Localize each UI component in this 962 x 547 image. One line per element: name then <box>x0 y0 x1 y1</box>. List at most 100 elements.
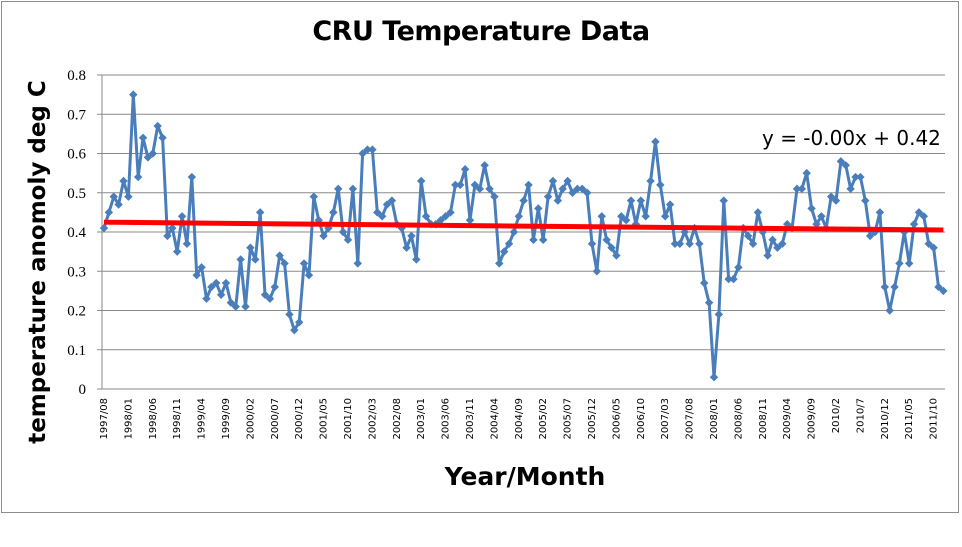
data-point <box>670 239 680 248</box>
data-point <box>626 196 636 205</box>
data-point <box>173 247 182 256</box>
data-point <box>373 208 382 217</box>
data-point <box>661 212 670 221</box>
x-tick-label: 2000/12 <box>294 398 305 440</box>
x-tick-label: 2006/10 <box>636 398 647 440</box>
data-point <box>421 212 431 221</box>
data-point <box>197 263 206 272</box>
data-point <box>509 227 519 237</box>
data-point <box>192 270 201 280</box>
data-point <box>675 239 685 248</box>
data-point <box>246 243 255 252</box>
data-point <box>695 239 704 248</box>
data-point <box>778 239 787 248</box>
x-tick-label: 2002/08 <box>392 398 403 440</box>
x-tick-label: 2006/05 <box>611 398 622 440</box>
y-tick-label: 0.5 <box>67 186 86 202</box>
data-point <box>187 172 197 182</box>
data-point <box>456 180 465 190</box>
data-point <box>241 302 250 311</box>
data-point <box>485 184 494 194</box>
data-point <box>792 184 802 194</box>
x-tick-label: 2000/07 <box>270 398 281 440</box>
x-tick-label: 1999/04 <box>197 398 208 440</box>
data-point <box>641 212 650 221</box>
data-point <box>529 235 538 245</box>
data-point <box>734 263 743 272</box>
data-point <box>163 231 172 241</box>
data-point <box>407 231 416 241</box>
data-point <box>895 259 904 268</box>
data-point <box>470 180 480 190</box>
data-point <box>329 208 338 217</box>
data-point <box>343 235 353 245</box>
data-point <box>587 239 597 248</box>
x-tick-label: 2001/10 <box>343 398 354 440</box>
data-point <box>865 231 875 241</box>
data-point <box>377 212 387 221</box>
data-point <box>119 176 128 186</box>
data-point <box>582 188 592 197</box>
data-point <box>885 306 894 315</box>
data-point <box>480 161 489 170</box>
data-point <box>475 184 484 194</box>
data-point <box>646 176 655 186</box>
data-point <box>558 184 567 194</box>
data-point <box>826 192 836 201</box>
x-tick-label: 2004/09 <box>514 398 525 440</box>
trendline <box>103 219 944 233</box>
data-point <box>553 196 563 205</box>
x-tick-label: 2010/7 <box>855 398 866 433</box>
x-tick-label: 1997/08 <box>99 398 110 440</box>
data-point <box>714 310 724 319</box>
data-point <box>914 208 924 217</box>
x-tick-label: 2007/08 <box>685 398 696 440</box>
data-point <box>841 161 850 170</box>
data-point <box>534 204 543 213</box>
data-point <box>817 212 826 221</box>
data-point <box>143 153 153 162</box>
data-point <box>797 184 807 194</box>
data-point <box>578 184 587 194</box>
data-point <box>290 325 299 335</box>
data-point <box>709 373 719 382</box>
y-tick-label: 0.6 <box>67 147 86 163</box>
data-point <box>729 274 738 284</box>
x-tick-label: 1998/01 <box>123 398 134 440</box>
x-tick-label: 2003/11 <box>465 398 476 440</box>
data-point <box>148 149 157 158</box>
data-point <box>617 212 626 221</box>
x-tick-label: 2003/06 <box>441 398 452 440</box>
data-point <box>758 227 767 237</box>
x-tick-label: 2008/01 <box>709 398 720 440</box>
data-point <box>260 290 270 299</box>
data-point <box>382 200 392 209</box>
data-point <box>753 208 763 217</box>
data-point <box>270 282 279 292</box>
data-point <box>299 259 309 268</box>
data-point <box>387 196 397 205</box>
data-point <box>99 223 109 233</box>
data-point <box>490 192 499 201</box>
data-point <box>685 239 694 248</box>
y-tick-label: 0.1 <box>67 343 86 359</box>
data-point <box>221 278 231 288</box>
data-point <box>724 274 733 284</box>
data-point <box>934 282 943 292</box>
data-point <box>880 282 889 292</box>
chart-frame <box>1 1 959 513</box>
data-point <box>524 180 533 190</box>
data-point <box>319 231 328 241</box>
data-point <box>280 259 289 268</box>
data-point <box>304 270 314 280</box>
data-point <box>602 235 611 245</box>
x-tick-label: 2008/11 <box>758 398 769 440</box>
data-point <box>539 235 548 245</box>
data-point <box>846 184 855 194</box>
y-tick-label: 0 <box>79 382 87 398</box>
data-point <box>890 282 899 292</box>
data-point <box>870 227 880 237</box>
data-point <box>704 298 714 307</box>
data-point <box>138 133 148 142</box>
